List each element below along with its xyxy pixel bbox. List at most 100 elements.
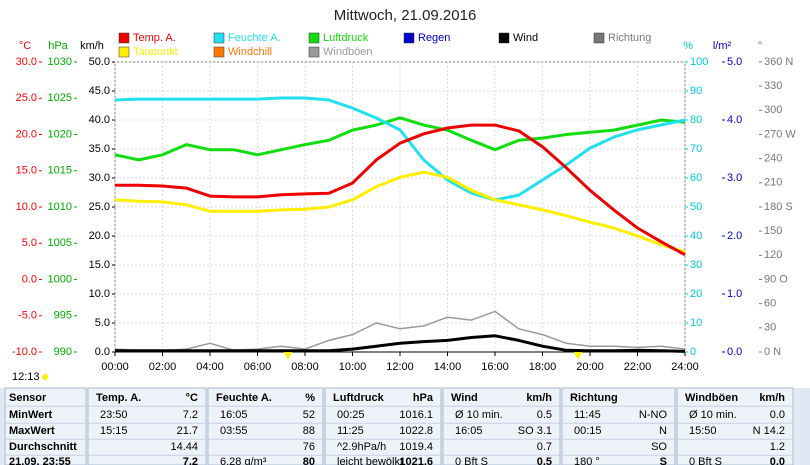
x-tick-label: 24:00 <box>671 361 699 373</box>
y-tick-label: 120 <box>764 249 782 261</box>
cell-text: ^2.9hPa/h <box>337 441 386 453</box>
row-label: Durchschnitt <box>9 441 77 453</box>
y-tick-label: 10.0 <box>89 288 110 300</box>
cell-text: 0 Bft S <box>455 456 488 465</box>
y-tick-label: 35.0 <box>89 143 110 155</box>
cell-text: 16:05 <box>455 425 483 437</box>
y-tick-label: 3.0 <box>727 172 742 184</box>
table-header-unit: hPa <box>413 392 434 404</box>
y-tick-label: 40 <box>690 230 702 242</box>
cell-value: 1019.4 <box>399 441 433 453</box>
y-tick-label: 30.0 <box>16 56 37 68</box>
table-column <box>676 387 794 465</box>
cell-value: 0.0 <box>770 456 785 465</box>
y-tick-label: 30 <box>764 322 776 334</box>
y-tick-label: 990 <box>54 346 72 358</box>
cell-value: 1021.6 <box>399 456 433 465</box>
y-tick-label: 90 <box>690 85 702 97</box>
legend-swatch <box>498 32 510 44</box>
cell-value: 21.7 <box>177 425 198 437</box>
table-header-unit: km/h <box>526 392 552 404</box>
legend-swatch <box>308 46 320 58</box>
y-tick-label: 60 <box>764 298 776 310</box>
status-marker <box>42 374 48 380</box>
y-tick-label: 10.0 <box>16 201 37 213</box>
y-tick-label: 50 <box>690 201 702 213</box>
y-tick-label: -5.0 <box>18 310 37 322</box>
y-tick-label: 0.0 <box>95 346 110 358</box>
x-tick-label: 04:00 <box>196 361 224 373</box>
series-line <box>114 96 686 202</box>
legend-swatch <box>593 32 605 44</box>
legend-label: Richtung <box>608 32 651 44</box>
cell-value: 0.5 <box>537 456 552 465</box>
cell-text: 11:25 <box>337 425 364 437</box>
y-tick-label: 1025 <box>48 92 72 104</box>
cell-value: 14.44 <box>170 441 198 453</box>
cell-value: SO <box>651 441 667 453</box>
x-tick-label: 22:00 <box>624 361 652 373</box>
cell-value: 1022.8 <box>399 425 433 437</box>
cell-value: N <box>659 425 667 437</box>
cell-text: 16:05 <box>220 409 248 421</box>
y-tick-label: 45.0 <box>89 85 110 97</box>
y-tick-label: -10.0 <box>12 346 37 358</box>
x-tick-label: 02:00 <box>149 361 177 373</box>
legend-swatch <box>118 32 130 44</box>
y-tick-label: 330 <box>764 80 782 92</box>
cell-value: 0.7 <box>537 441 552 453</box>
legend-label: Windchill <box>228 46 272 58</box>
x-tick-label: 08:00 <box>291 361 319 373</box>
y-tick-label: 180 S <box>764 201 793 213</box>
y-tick-label: 5.0 <box>727 56 742 68</box>
y-tick-label: 100 <box>690 56 708 68</box>
cell-value: SO 3.1 <box>518 425 552 437</box>
cell-text: Ø 10 min. <box>689 409 737 421</box>
cell-value: N-NO <box>639 409 668 421</box>
table-header-unit: km/h <box>759 392 785 404</box>
legend-swatch <box>403 32 415 44</box>
y-tick-label: 210 <box>764 177 782 189</box>
series-line <box>115 334 686 353</box>
legend-label: Taupunkt <box>133 46 178 58</box>
axis-title: l/m² <box>713 40 732 52</box>
axis-title: % <box>683 40 693 52</box>
cell-text: 15:50 <box>689 425 717 437</box>
y-tick-label: 1030 <box>48 56 72 68</box>
table: Sensor Temp. A. °C Feuchte A.% Luftdruck hPa W… <box>0 387 810 465</box>
table-column <box>561 387 676 465</box>
cell-value: 88 <box>303 425 315 437</box>
cell-value: 7.2 <box>183 456 198 465</box>
cell-text: leicht bewölkt <box>337 456 403 465</box>
cell-text: 180 ° <box>574 456 600 465</box>
cell-value: 0.5 <box>537 409 552 421</box>
cell-value: 76 <box>303 441 315 453</box>
y-tick-label: 25.0 <box>16 92 37 104</box>
table-header: Windböen <box>685 392 738 404</box>
table-column <box>207 387 324 465</box>
table-column <box>4 387 87 465</box>
status-time: 12:13 <box>12 371 40 383</box>
x-tick-label: 06:00 <box>244 361 272 373</box>
table-column <box>324 387 442 465</box>
cell-text: 00:15 <box>574 425 602 437</box>
table-header-unit: % <box>305 392 315 404</box>
y-tick-label: 50.0 <box>89 56 110 68</box>
y-tick-label: 1000 <box>48 273 72 285</box>
y-tick-label: 1005 <box>48 237 72 249</box>
y-tick-label: 30.0 <box>89 172 110 184</box>
x-tick-label: 00:00 <box>101 361 129 373</box>
table-header: Temp. A. <box>96 392 141 404</box>
y-tick-label: 150 <box>764 225 782 237</box>
y-tick-label: 70 <box>690 143 702 155</box>
legend-swatch <box>213 46 225 58</box>
y-tick-label: 2.0 <box>727 230 742 242</box>
y-tick-label: 1010 <box>48 201 72 213</box>
y-tick-label: 40.0 <box>89 114 110 126</box>
y-tick-label: 270 W <box>764 128 796 140</box>
table-column <box>442 387 561 465</box>
y-tick-label: 1020 <box>48 128 72 140</box>
legend-label: Regen <box>418 32 450 44</box>
legend-swatch <box>308 32 320 44</box>
